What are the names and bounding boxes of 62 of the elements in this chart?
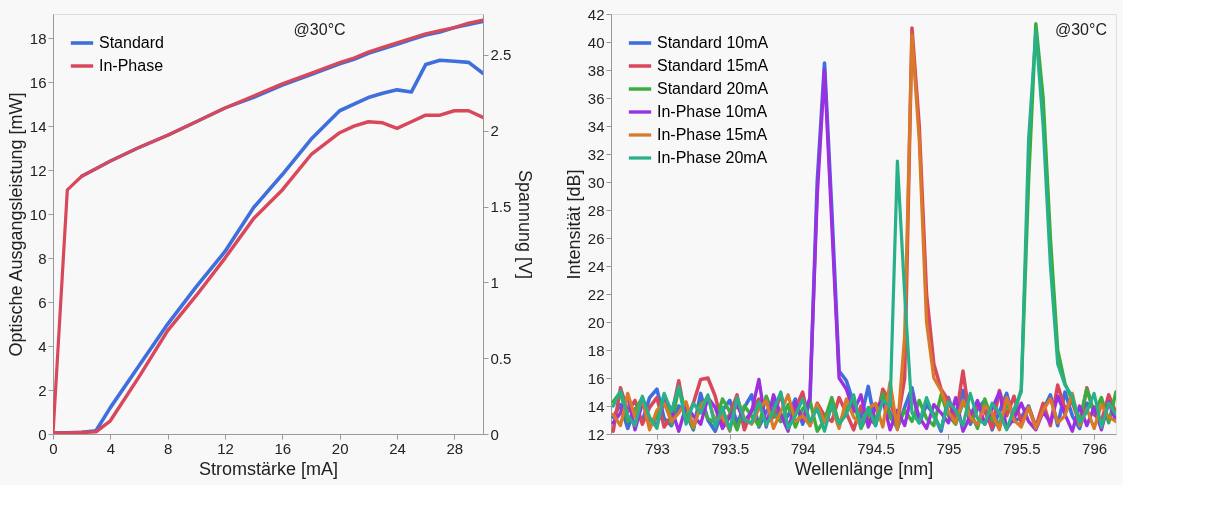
y2-tick-label: 1.5	[490, 198, 512, 216]
x-tick-label: 20	[331, 439, 349, 457]
legend-label: In-Phase 20mA	[657, 149, 768, 166]
y-tick-label: 18	[29, 29, 47, 47]
y-tick-label: 18	[587, 341, 605, 359]
legend-label: Standard	[99, 34, 164, 51]
y-tick-label: 12	[29, 161, 47, 179]
y-tick-label: 20	[587, 313, 605, 331]
y-tick-label: 22	[587, 285, 605, 303]
y-tick-label: 8	[38, 249, 47, 267]
x-tick-label: 16	[274, 439, 292, 457]
x-tick-label: 0	[49, 439, 58, 457]
x-tick-label: 795.5	[1002, 439, 1041, 457]
legend-label: In-Phase 10mA	[657, 103, 768, 120]
x-tick-label: 24	[389, 439, 406, 457]
y-tick-label: 10	[29, 205, 47, 223]
y-axis-title: Optische Ausgangsleistung [mW]	[5, 92, 26, 357]
legend-label: In-Phase 15mA	[657, 126, 768, 143]
x-tick-label: 8	[163, 439, 173, 457]
x-axis-title: Wellenlänge [nm]	[794, 458, 934, 479]
x-tick-label: 794	[790, 439, 816, 457]
y-tick-label: 16	[29, 73, 47, 91]
y2-tick-label: 1	[490, 273, 499, 291]
y-tick-label: 6	[38, 293, 47, 311]
x-tick-label: 795	[936, 439, 962, 457]
annotation: @30°C	[293, 21, 346, 38]
legend-label: Standard 15mA	[657, 57, 769, 74]
y-tick-label: 14	[29, 117, 47, 135]
y-tick-label: 2	[38, 381, 47, 399]
y-tick-label: 38	[587, 61, 605, 79]
annotation: @30°C	[1054, 21, 1107, 38]
x-tick-label: 794.5	[857, 439, 895, 457]
y-tick-label: 14	[587, 397, 605, 415]
x-tick-label: 793	[644, 439, 670, 457]
y-tick-label: 36	[587, 89, 605, 107]
y-tick-label: 30	[587, 173, 605, 191]
y-tick-label: 0	[38, 425, 47, 443]
x-tick-label: 12	[217, 439, 234, 457]
legend-label: In-Phase	[99, 57, 164, 74]
y-tick-label: 42	[587, 5, 605, 23]
legend-label: Standard 10mA	[657, 34, 769, 51]
y-tick-label: 28	[587, 201, 605, 219]
x-tick-label: 793.5	[711, 439, 750, 457]
x-axis-title: Stromstärke [mA]	[198, 458, 339, 479]
x-tick-label: 28	[446, 439, 464, 457]
legend-label: Standard 20mA	[657, 80, 769, 97]
y-tick-label: 40	[587, 33, 605, 51]
y-tick-label: 4	[38, 337, 47, 355]
y2-axis-title: Spannung [V]	[515, 169, 536, 280]
y-tick-label: 26	[587, 229, 605, 247]
x-tick-label: 4	[106, 439, 116, 457]
y-tick-label: 34	[587, 117, 605, 135]
y-tick-label: 16	[587, 369, 605, 387]
y2-tick-label: 2.5	[490, 46, 512, 64]
y-tick-label: 24	[587, 257, 605, 275]
y2-tick-label: 0.5	[490, 349, 512, 367]
y2-tick-label: 2	[490, 122, 499, 140]
y-axis-title: Intensität [dB]	[563, 169, 584, 280]
y2-tick-label: 0	[490, 425, 499, 443]
y-tick-label: 32	[587, 145, 605, 163]
y-tick-label: 12	[587, 425, 605, 443]
x-tick-label: 796	[1082, 439, 1108, 457]
